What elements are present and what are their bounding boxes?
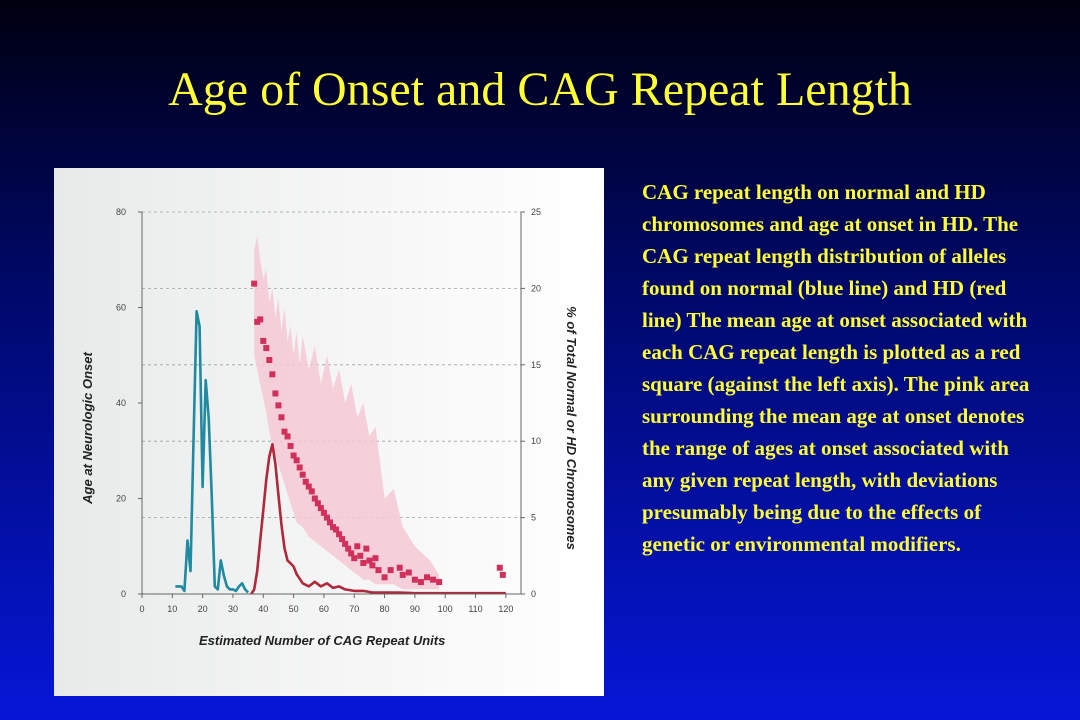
mean-onset-point-40 (372, 555, 379, 562)
x-tick-label-11: 110 (468, 604, 482, 614)
mean-onset-point-7 (272, 390, 279, 397)
mean-onset-point-36 (360, 559, 367, 566)
points-layer (251, 280, 506, 586)
mean-onset-point-51 (436, 579, 443, 586)
mean-onset-point-10 (281, 428, 288, 435)
mean-onset-point-35 (357, 552, 364, 559)
mean-onset-point-2 (257, 316, 264, 323)
mean-onset-point-32 (348, 550, 355, 557)
mean-onset-point-11 (284, 433, 291, 440)
y-left-tick-label-0: 0 (121, 589, 126, 599)
x-axis-label: Estimated Number of CAG Repeat Units (199, 633, 445, 648)
x-tick-label-4: 40 (258, 604, 268, 614)
mean-onset-point-33 (351, 555, 358, 562)
y-right-tick-label-1: 5 (531, 513, 536, 523)
mean-onset-point-8 (275, 402, 282, 409)
mean-onset-point-21 (314, 500, 321, 507)
mean-onset-point-48 (417, 579, 424, 586)
y-right-tick-label-2: 10 (531, 436, 541, 446)
mean-onset-point-3 (260, 337, 267, 344)
mean-onset-point-6 (269, 371, 276, 378)
y-right-tick-label-5: 25 (531, 207, 541, 217)
slide-title: Age of Onset and CAG Repeat Length (168, 63, 912, 116)
x-tick-label-10: 100 (438, 604, 453, 614)
mean-onset-point-29 (339, 536, 346, 543)
mean-onset-point-1 (254, 318, 261, 325)
mean-onset-point-17 (302, 478, 309, 485)
mean-onset-point-38 (366, 557, 373, 564)
x-tick-label-2: 20 (198, 604, 208, 614)
series-layer (175, 310, 506, 595)
x-tick-label-3: 30 (228, 604, 238, 614)
x-tick-label-12: 120 (498, 604, 513, 614)
mean-onset-point-26 (330, 524, 337, 531)
mean-onset-point-37 (363, 545, 370, 552)
mean-onset-point-5 (266, 357, 273, 364)
mean-onset-point-4 (263, 345, 270, 352)
mean-onset-point-16 (299, 471, 306, 478)
y-left-tick-label-1: 20 (116, 494, 126, 504)
mean-onset-point-25 (326, 519, 333, 526)
mean-onset-point-19 (308, 488, 315, 495)
hd-allele-line (250, 443, 506, 595)
mean-onset-point-53 (499, 571, 506, 578)
x-tick-label-0: 0 (139, 604, 144, 614)
mean-onset-point-20 (311, 495, 318, 502)
y-right-tick-label-4: 20 (531, 283, 541, 293)
mean-onset-point-45 (399, 571, 406, 578)
x-tick-label-9: 90 (410, 604, 420, 614)
chart-panel: 0 10 20 30 40 50 60 70 80 90 100 110 120 0 20 40 60 80 0 5 1… (54, 168, 604, 696)
caption-text: CAG repeat length on normal and HD chrom… (642, 180, 1030, 556)
x-tick-label-6: 60 (319, 604, 329, 614)
axes-layer: 0 10 20 30 40 50 60 70 80 90 100 110 120 0 20 40 60 80 0 5 1… (116, 207, 541, 614)
mean-onset-point-0 (251, 280, 258, 287)
mean-onset-point-50 (430, 576, 437, 583)
mean-onset-point-47 (411, 576, 418, 583)
mean-onset-point-49 (424, 574, 431, 581)
mean-onset-point-30 (342, 540, 349, 547)
mean-onset-point-12 (287, 442, 294, 449)
mean-onset-point-23 (320, 509, 327, 516)
mean-onset-point-46 (405, 569, 412, 576)
range-layer (254, 235, 440, 590)
mean-onset-point-31 (345, 545, 352, 552)
y-left-tick-label-4: 80 (116, 207, 126, 217)
x-tick-label-7: 70 (349, 604, 359, 614)
mean-onset-point-41 (375, 567, 382, 574)
y-right-tick-label-0: 0 (531, 589, 536, 599)
mean-onset-point-15 (296, 464, 303, 471)
onset-range-area (254, 235, 440, 590)
x-tick-label-8: 80 (380, 604, 390, 614)
mean-onset-point-9 (278, 414, 285, 421)
y-right-tick-label-3: 15 (531, 360, 541, 370)
mean-onset-point-42 (381, 574, 388, 581)
x-tick-label-5: 50 (289, 604, 299, 614)
mean-onset-point-22 (317, 505, 324, 512)
mean-onset-point-52 (496, 564, 503, 571)
mean-onset-point-39 (369, 562, 376, 569)
normal-allele-line (175, 310, 250, 594)
mean-onset-point-28 (336, 531, 343, 538)
x-tick-label-1: 10 (167, 604, 177, 614)
onset-chart: 0 10 20 30 40 50 60 70 80 90 100 110 120 0 20 40 60 80 0 5 1… (80, 207, 579, 648)
mean-onset-point-14 (293, 457, 300, 464)
y-axis-right-label: % of Total Normal or HD Chromosomes (564, 306, 579, 550)
y-left-tick-label-2: 40 (116, 398, 126, 408)
mean-onset-point-27 (333, 526, 340, 533)
mean-onset-point-18 (305, 483, 312, 490)
mean-onset-point-44 (396, 564, 403, 571)
mean-onset-point-24 (323, 514, 330, 521)
y-axis-left-label: Age at Neurologic Onset (80, 351, 95, 504)
y-left-tick-label-3: 60 (116, 303, 126, 313)
mean-onset-point-13 (290, 452, 297, 459)
mean-onset-point-34 (354, 543, 361, 550)
mean-onset-point-43 (387, 567, 394, 574)
